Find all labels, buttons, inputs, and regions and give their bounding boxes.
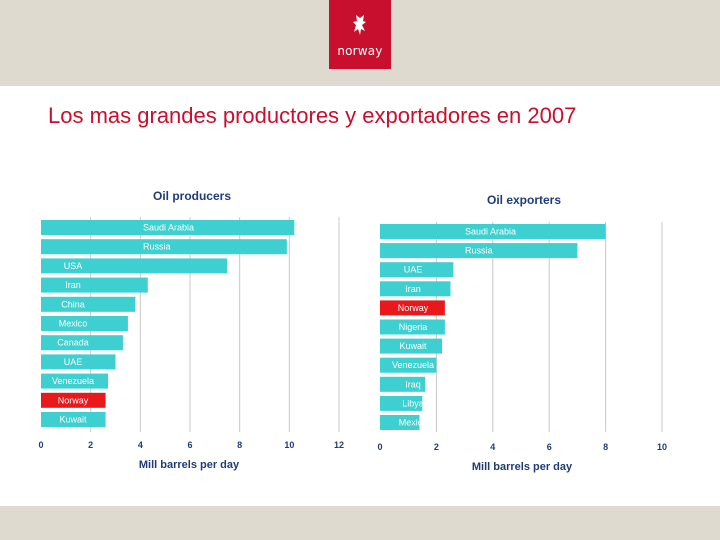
x-tick-label: 10 (284, 440, 294, 450)
bar-saudi-arabia (41, 220, 295, 235)
chart-title: Oil producers (153, 189, 231, 203)
bar-label: Russia (465, 246, 493, 256)
bar-label: UAE (404, 265, 423, 275)
bar-norway (380, 300, 445, 316)
bar-label: Iran (405, 284, 421, 294)
bar-china (41, 296, 136, 312)
bar-label: Venezuela (52, 376, 94, 386)
bar-russia (380, 243, 578, 259)
bar-label: UAE (64, 357, 83, 367)
bar-norway (41, 392, 106, 408)
bar-uae (380, 262, 454, 278)
bar-label: Iran (65, 280, 81, 290)
footer-band (0, 506, 720, 540)
chart-title: Oil exporters (487, 193, 561, 207)
lion-emblem-icon (353, 15, 366, 35)
logo-text: norway (337, 44, 383, 58)
x-tick-label: 6 (547, 442, 552, 452)
bar-label: Canada (57, 338, 89, 348)
bar-label: USA (64, 261, 83, 271)
slide-title: Los mas grandes productores y exportador… (48, 103, 577, 128)
bar-venezuela (380, 357, 437, 373)
x-axis-title: Mill barrels per day (139, 459, 240, 471)
x-tick-label: 4 (490, 442, 495, 452)
x-tick-label: 4 (138, 440, 143, 450)
x-tick-label: 12 (334, 440, 344, 450)
x-tick-label: 0 (377, 442, 382, 452)
x-tick-label: 8 (603, 442, 608, 452)
bar-kuwait (380, 338, 443, 354)
bar-label: Saudi Arabia (465, 227, 516, 237)
x-tick-label: 10 (657, 442, 667, 452)
bar-label: Norway (398, 303, 429, 313)
bar-label: Iraq (405, 379, 421, 389)
bar-canada (41, 335, 123, 351)
bar-saudi-arabia (380, 224, 606, 239)
bar-mexico (380, 415, 420, 430)
bar-russia (41, 239, 287, 255)
x-axis-title: Mill barrels per day (472, 461, 573, 473)
bar-label: Norway (58, 395, 89, 405)
x-tick-label: 6 (187, 440, 192, 450)
bar-label: Kuwait (399, 341, 427, 351)
x-tick-label: 2 (434, 442, 439, 452)
bar-mexico (41, 316, 128, 331)
bar-iraq (380, 376, 426, 392)
bar-uae (41, 354, 116, 370)
norway-logo: norway (329, 0, 391, 69)
bar-iran (380, 281, 451, 297)
x-tick-label: 2 (88, 440, 93, 450)
bar-libya (380, 395, 423, 411)
bar-label: Saudi Arabia (143, 223, 194, 233)
bar-label: China (61, 299, 85, 309)
bar-venezuela (41, 373, 109, 389)
bar-usa (41, 258, 228, 274)
bar-label: Venezuela (392, 360, 434, 370)
bar-label: Nigeria (399, 322, 428, 332)
x-tick-label: 8 (237, 440, 242, 450)
bar-label: Kuwait (59, 415, 87, 425)
bar-kuwait (41, 412, 106, 427)
bar-label: Russia (143, 242, 171, 252)
bar-label: Libya (402, 398, 424, 408)
bar-iran (41, 277, 148, 293)
bar-label: Mexico (59, 319, 88, 329)
bar-label: Mexico (399, 418, 428, 428)
bar-nigeria (380, 319, 445, 335)
x-tick-label: 0 (38, 440, 43, 450)
